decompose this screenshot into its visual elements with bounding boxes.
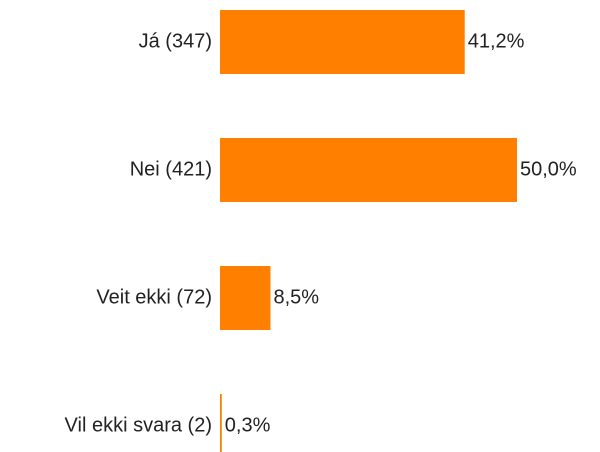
category-label: Já (347)	[139, 30, 212, 52]
category-label: Vil ekki svara (2)	[65, 414, 212, 436]
value-label: 8,5%	[273, 286, 319, 308]
value-label: 41,2%	[468, 30, 525, 52]
value-label: 50,0%	[520, 158, 577, 180]
bar	[220, 138, 517, 202]
category-label: Nei (421)	[130, 158, 212, 180]
value-label: 0,3%	[225, 414, 271, 436]
bar	[220, 266, 271, 330]
bar	[220, 394, 222, 452]
category-label: Veit ekki (72)	[96, 286, 212, 308]
bar	[220, 10, 465, 74]
